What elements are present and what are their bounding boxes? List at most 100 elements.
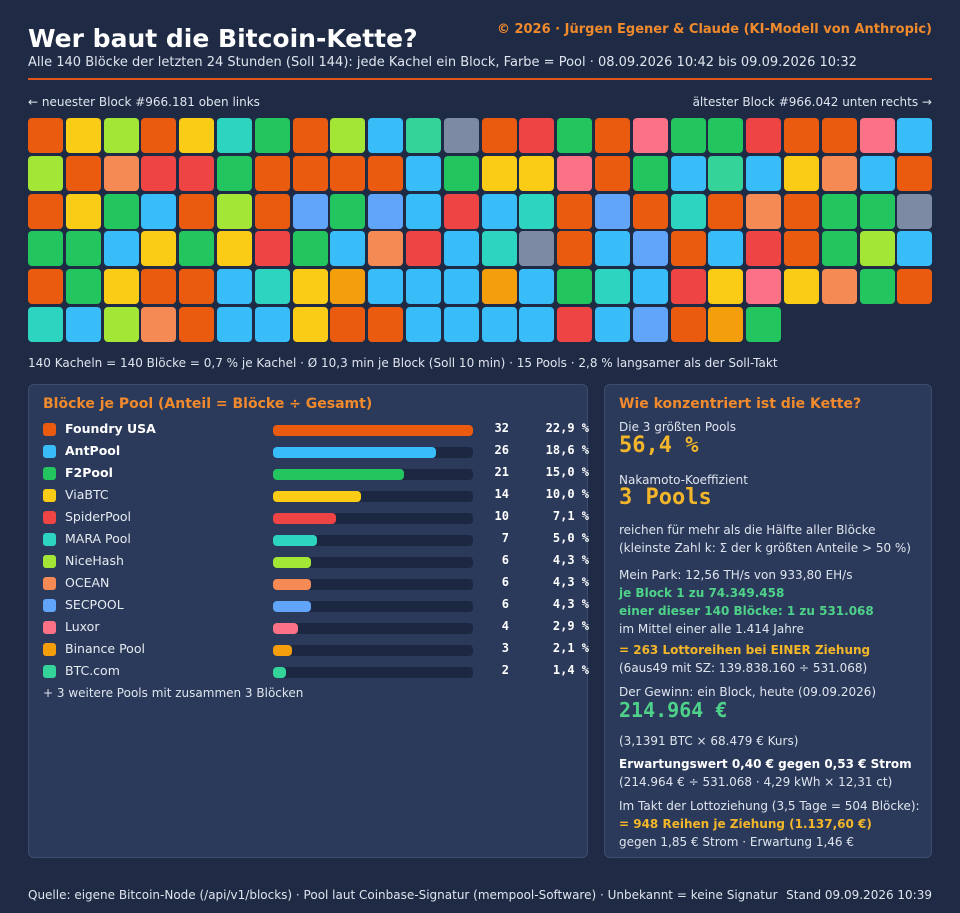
block-tile	[254, 269, 290, 305]
block-tile	[481, 118, 517, 153]
lotto-note: (6aus49 mit SZ: 139.838.160 ÷ 531.068)	[619, 661, 868, 675]
block-tile	[821, 231, 857, 267]
pool-name: NiceHash	[65, 553, 124, 568]
block-tile	[254, 118, 290, 153]
pool-block-count: 6	[501, 575, 509, 589]
block-tile	[746, 231, 782, 267]
draw-rows: = 948 Reihen je Ziehung (1.137,60 €)	[619, 817, 872, 831]
pool-swatch	[43, 445, 56, 458]
block-tile	[746, 193, 782, 229]
block-tile	[103, 118, 139, 153]
block-tile	[897, 269, 933, 305]
pool-block-count: 2	[501, 663, 509, 677]
block-tile	[141, 193, 177, 229]
block-tile	[557, 307, 593, 342]
block-tile	[519, 307, 555, 342]
pool-name: BTC.com	[65, 663, 120, 678]
block-tile	[897, 231, 933, 267]
block-tile	[595, 231, 630, 267]
grid-summary: 140 Kacheln = 140 Blöcke = 0,7 % je Kach…	[28, 356, 778, 370]
pool-bar-track	[273, 425, 473, 436]
pool-bar	[273, 425, 473, 436]
block-tile	[859, 193, 895, 229]
pool-name: F2Pool	[65, 465, 113, 480]
block-tile	[632, 155, 668, 191]
grid-label-oldest: ältester Block #966.042 unten rechts →	[692, 95, 932, 109]
pool-bar-track	[273, 469, 473, 480]
pool-bar	[273, 667, 286, 678]
pool-bar-track	[273, 513, 473, 524]
nakamoto-definition: (kleinste Zahl k: Σ der k größten Anteil…	[619, 541, 911, 555]
top3-label: Die 3 größten Pools	[619, 420, 736, 434]
block-tile	[368, 155, 404, 191]
block-tile	[406, 155, 441, 191]
pool-share: 4,3 %	[552, 597, 589, 611]
block-tile	[292, 193, 328, 229]
concentration-panel-title: Wie konzentriert ist die Kette?	[619, 396, 862, 412]
block-tile	[217, 193, 252, 229]
pool-bar-track	[273, 579, 473, 590]
block-tile	[254, 307, 290, 342]
block-tile	[292, 307, 328, 342]
pool-bar-track	[273, 645, 473, 656]
expected-value-note: (214.964 € ÷ 531.068 · 4,29 kWh × 12,31 …	[619, 775, 893, 789]
pool-swatch	[43, 467, 56, 480]
pool-block-count: 14	[494, 487, 509, 501]
average-years: im Mittel einer alle 1.414 Jahre	[619, 622, 804, 636]
block-tile	[746, 269, 782, 305]
pool-swatch	[43, 643, 56, 656]
page-subtitle: Alle 140 Blöcke der letzten 24 Stunden (…	[28, 55, 857, 70]
block-tile	[103, 307, 139, 342]
block-tile	[65, 118, 101, 153]
block-tile	[859, 269, 895, 305]
block-tile	[330, 307, 366, 342]
draw-cadence: Im Takt der Lottoziehung (3,5 Tage = 504…	[619, 799, 920, 813]
block-tile	[292, 269, 328, 305]
pool-row: SECPOOL 6 4,3 %	[43, 597, 589, 615]
park-hashrate: Mein Park: 12,56 TH/s von 933,80 EH/s	[619, 568, 853, 582]
pool-swatch	[43, 533, 56, 546]
odds-per-block: je Block 1 zu 74.349.458	[619, 586, 785, 600]
pool-share: 10,0 %	[545, 487, 589, 501]
block-tile	[859, 155, 895, 191]
block-tile	[519, 269, 555, 305]
block-tile	[65, 155, 101, 191]
block-tile	[141, 269, 177, 305]
block-tile	[179, 307, 215, 342]
block-tile	[557, 155, 593, 191]
block-tile	[519, 118, 555, 153]
pool-block-count: 26	[494, 443, 509, 457]
pool-bar	[273, 645, 292, 656]
block-tile	[65, 307, 101, 342]
pool-bar	[273, 447, 436, 458]
block-tile	[481, 193, 517, 229]
block-tile	[141, 155, 177, 191]
footer-source: Quelle: eigene Bitcoin-Node (/api/v1/blo…	[28, 888, 778, 902]
pool-bar	[273, 513, 336, 524]
pool-row: NiceHash 6 4,3 %	[43, 553, 589, 571]
block-tile	[406, 118, 441, 153]
pool-name: ViaBTC	[65, 487, 109, 502]
pool-bar-track	[273, 601, 473, 612]
block-tile	[330, 193, 366, 229]
block-tile	[708, 193, 744, 229]
block-tile	[859, 118, 895, 153]
pool-share: 18,6 %	[545, 443, 589, 457]
lotto-rows: = 263 Lottoreihen bei EINER Ziehung	[619, 643, 871, 657]
block-tile	[368, 231, 404, 267]
block-tile	[821, 193, 857, 229]
block-tile	[821, 155, 857, 191]
block-tile	[746, 307, 782, 342]
block-tile	[330, 231, 366, 267]
block-tile	[708, 155, 744, 191]
block-tile	[65, 269, 101, 305]
odds-140-blocks: einer dieser 140 Blöcke: 1 zu 531.068	[619, 604, 874, 618]
gain-note: (3,1391 BTC × 68.479 € Kurs)	[619, 734, 799, 748]
pool-swatch	[43, 577, 56, 590]
pool-name: Foundry USA	[65, 421, 156, 436]
block-tile	[519, 155, 555, 191]
pool-panel: Blöcke je Pool (Anteil = Blöcke ÷ Gesamt…	[28, 384, 589, 858]
block-tile	[670, 231, 706, 267]
block-tile	[406, 307, 441, 342]
block-tile	[28, 307, 63, 342]
